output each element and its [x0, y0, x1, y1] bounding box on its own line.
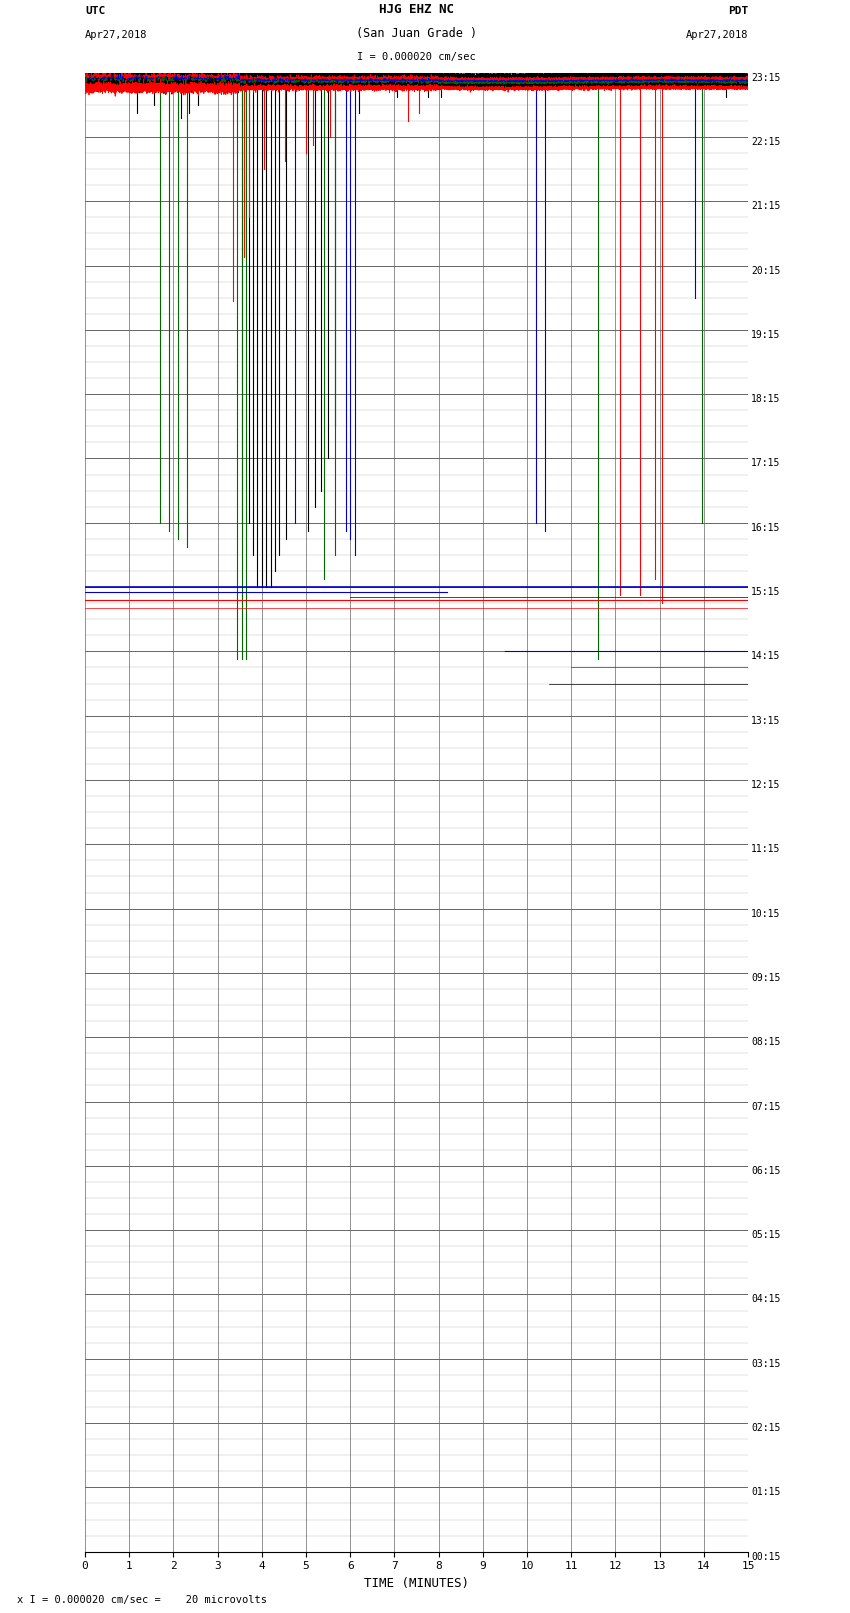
Text: (San Juan Grade ): (San Juan Grade ) — [356, 27, 477, 40]
Text: 03:15: 03:15 — [751, 1358, 780, 1369]
Text: 07:15: 07:15 — [751, 1102, 780, 1111]
Text: I = 0.000020 cm/sec: I = 0.000020 cm/sec — [357, 52, 476, 63]
Text: 21:15: 21:15 — [751, 202, 780, 211]
Text: 02:15: 02:15 — [751, 1423, 780, 1432]
Text: 19:15: 19:15 — [751, 329, 780, 340]
Text: 23:15: 23:15 — [751, 73, 780, 82]
X-axis label: TIME (MINUTES): TIME (MINUTES) — [364, 1578, 469, 1590]
Text: 20:15: 20:15 — [751, 266, 780, 276]
Text: 14:15: 14:15 — [751, 652, 780, 661]
Text: 10:15: 10:15 — [751, 908, 780, 919]
Text: 18:15: 18:15 — [751, 394, 780, 405]
Text: Apr27,2018: Apr27,2018 — [685, 31, 748, 40]
Text: 13:15: 13:15 — [751, 716, 780, 726]
Text: 01:15: 01:15 — [751, 1487, 780, 1497]
Text: x I = 0.000020 cm/sec =    20 microvolts: x I = 0.000020 cm/sec = 20 microvolts — [17, 1595, 267, 1605]
Text: 11:15: 11:15 — [751, 844, 780, 855]
Text: 00:15: 00:15 — [751, 1552, 780, 1561]
Text: 05:15: 05:15 — [751, 1231, 780, 1240]
Text: 17:15: 17:15 — [751, 458, 780, 468]
Text: UTC: UTC — [85, 6, 105, 16]
Text: 06:15: 06:15 — [751, 1166, 780, 1176]
Text: Apr27,2018: Apr27,2018 — [85, 31, 148, 40]
Text: 04:15: 04:15 — [751, 1295, 780, 1305]
Text: 15:15: 15:15 — [751, 587, 780, 597]
Text: 09:15: 09:15 — [751, 973, 780, 982]
Text: 08:15: 08:15 — [751, 1037, 780, 1047]
Text: 12:15: 12:15 — [751, 781, 780, 790]
Text: 22:15: 22:15 — [751, 137, 780, 147]
Text: 16:15: 16:15 — [751, 523, 780, 532]
Text: HJG EHZ NC: HJG EHZ NC — [379, 3, 454, 16]
Text: PDT: PDT — [728, 6, 748, 16]
